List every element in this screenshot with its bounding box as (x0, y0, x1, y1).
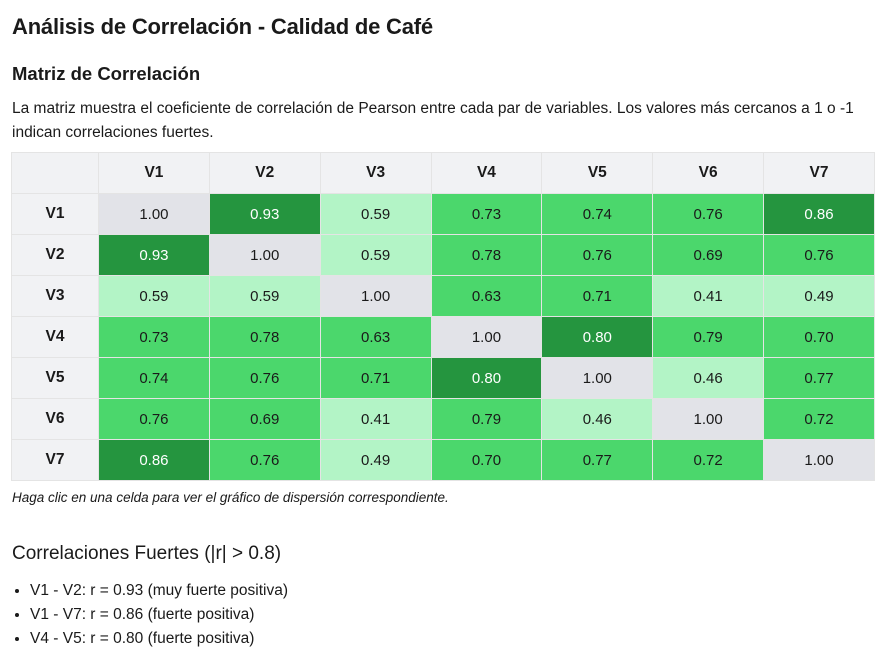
correlation-cell[interactable]: 1.00 (430, 316, 543, 358)
correlation-cell[interactable]: 0.77 (763, 357, 875, 399)
column-header: V5 (541, 152, 654, 194)
correlation-cell[interactable]: 0.71 (319, 357, 432, 399)
correlation-cell[interactable]: 0.79 (652, 316, 765, 358)
correlation-cell[interactable]: 1.00 (208, 234, 321, 276)
correlation-cell[interactable]: 0.46 (652, 357, 765, 399)
correlation-cell[interactable]: 0.79 (430, 398, 543, 440)
correlation-cell[interactable]: 0.41 (319, 398, 432, 440)
correlation-cell[interactable]: 0.93 (208, 193, 321, 235)
correlation-cell[interactable]: 0.86 (98, 439, 210, 481)
row-header: V7 (11, 439, 99, 481)
page-title: Análisis de Correlación - Calidad de Caf… (12, 14, 433, 39)
column-header: V4 (430, 152, 543, 194)
correlation-cell[interactable]: 0.70 (430, 439, 543, 481)
row-header: V2 (11, 234, 99, 276)
table-row: V7 0.86 0.76 0.49 0.70 0.77 0.72 1.00 (11, 439, 875, 481)
correlation-cell[interactable]: 0.93 (98, 234, 210, 276)
correlation-cell[interactable]: 0.63 (430, 275, 543, 317)
correlation-cell[interactable]: 0.77 (541, 439, 654, 481)
list-item: V4 - V5: r = 0.80 (fuerte positiva) (30, 627, 288, 651)
correlation-cell[interactable]: 0.69 (652, 234, 765, 276)
column-header: V6 (652, 152, 765, 194)
table-row: V2 0.93 1.00 0.59 0.78 0.76 0.69 0.76 (11, 234, 875, 276)
table-row: V1 1.00 0.93 0.59 0.73 0.74 0.76 0.86 (11, 193, 875, 235)
correlation-cell[interactable]: 0.74 (98, 357, 210, 399)
correlation-cell[interactable]: 0.70 (763, 316, 875, 358)
matrix-description: La matriz muestra el coeficiente de corr… (12, 100, 854, 141)
column-header: V3 (319, 152, 432, 194)
correlation-cell[interactable]: 0.59 (319, 234, 432, 276)
row-header: V5 (11, 357, 99, 399)
strong-correlations-list: V1 - V2: r = 0.93 (muy fuerte positiva) … (12, 579, 288, 651)
strong-correlations-heading: Correlaciones Fuertes (|r| > 0.8) (12, 543, 282, 564)
correlation-cell[interactable]: 0.78 (430, 234, 543, 276)
correlation-cell[interactable]: 1.00 (98, 193, 210, 235)
correlation-cell[interactable]: 0.80 (541, 316, 654, 358)
row-header: V3 (11, 275, 99, 317)
correlation-cell[interactable]: 0.76 (98, 398, 210, 440)
correlation-cell[interactable]: 0.76 (652, 193, 765, 235)
column-header: V1 (98, 152, 210, 194)
correlation-cell[interactable]: 0.76 (541, 234, 654, 276)
list-item: V1 - V7: r = 0.86 (fuerte positiva) (30, 603, 288, 627)
correlation-cell[interactable]: 1.00 (541, 357, 654, 399)
table-row: V4 0.73 0.78 0.63 1.00 0.80 0.79 0.70 (11, 316, 875, 358)
matrix-body: V1 1.00 0.93 0.59 0.73 0.74 0.76 0.86 V2 0.93 1.00… (11, 193, 875, 481)
correlation-cell[interactable]: 0.72 (652, 439, 765, 481)
row-header: V4 (11, 316, 99, 358)
correlation-cell[interactable]: 1.00 (652, 398, 765, 440)
row-header: V6 (11, 398, 99, 440)
list-item: V1 - V2: r = 0.93 (muy fuerte positiva) (30, 579, 288, 603)
correlation-cell[interactable]: 0.71 (541, 275, 654, 317)
correlation-cell[interactable]: 0.76 (208, 357, 321, 399)
column-header: V7 (763, 152, 875, 194)
correlation-cell[interactable]: 0.76 (208, 439, 321, 481)
correlation-cell[interactable]: 0.72 (763, 398, 875, 440)
matrix-header-row: V1 V2 V3 V4 V5 V6 V7 (11, 152, 875, 194)
correlation-cell[interactable]: 0.41 (652, 275, 765, 317)
column-header: V2 (208, 152, 321, 194)
correlation-cell[interactable]: 0.46 (541, 398, 654, 440)
correlation-cell[interactable]: 0.63 (319, 316, 432, 358)
correlation-cell[interactable]: 0.49 (763, 275, 875, 317)
correlation-cell[interactable]: 0.49 (319, 439, 432, 481)
matrix-heading: Matriz de Correlación (12, 63, 201, 84)
click-hint: Haga clic en una celda para ver el gráfi… (12, 490, 449, 505)
correlation-cell[interactable]: 0.69 (208, 398, 321, 440)
correlation-cell[interactable]: 1.00 (319, 275, 432, 317)
correlation-cell[interactable]: 0.73 (98, 316, 210, 358)
row-header: V1 (11, 193, 99, 235)
correlation-cell[interactable]: 0.59 (98, 275, 210, 317)
correlation-cell[interactable]: 0.76 (763, 234, 875, 276)
correlation-cell[interactable]: 0.59 (319, 193, 432, 235)
correlation-cell[interactable]: 0.78 (208, 316, 321, 358)
correlation-matrix: V1 V2 V3 V4 V5 V6 V7 V1 1.00 0.93 0.59 0.73 0… (11, 152, 875, 481)
correlation-cell[interactable]: 0.86 (763, 193, 875, 235)
table-row: V6 0.76 0.69 0.41 0.79 0.46 1.00 0.72 (11, 398, 875, 440)
correlation-cell[interactable]: 1.00 (763, 439, 875, 481)
correlation-cell[interactable]: 0.59 (208, 275, 321, 317)
table-row: V3 0.59 0.59 1.00 0.63 0.71 0.41 0.49 (11, 275, 875, 317)
correlation-cell[interactable]: 0.73 (430, 193, 543, 235)
matrix-corner-cell (11, 152, 99, 194)
correlation-cell[interactable]: 0.74 (541, 193, 654, 235)
table-row: V5 0.74 0.76 0.71 0.80 1.00 0.46 0.77 (11, 357, 875, 399)
correlation-cell[interactable]: 0.80 (430, 357, 543, 399)
